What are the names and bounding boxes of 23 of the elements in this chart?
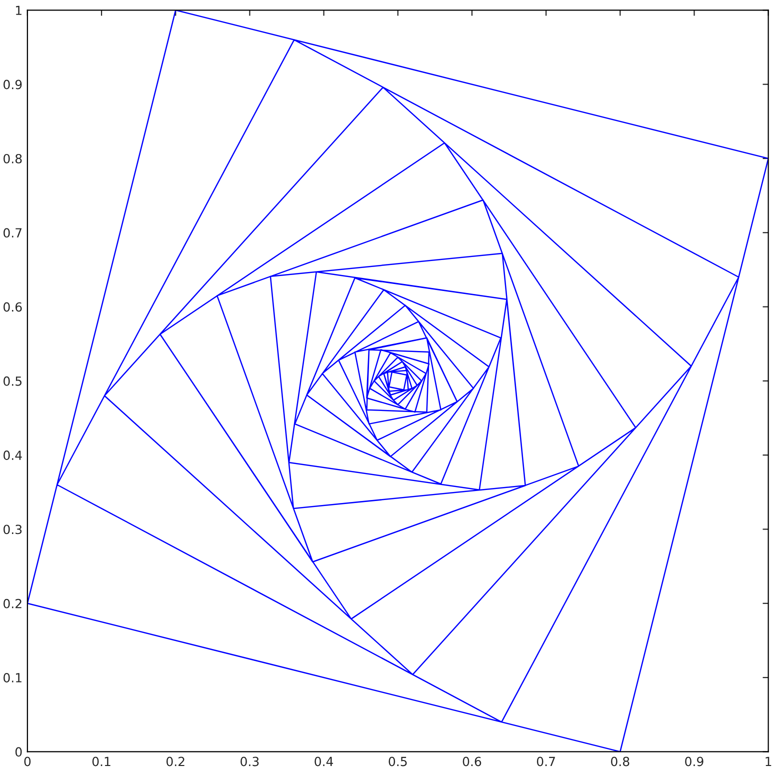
x-tick-label: 1 xyxy=(766,756,772,766)
y-tick-label: 0.6 xyxy=(4,302,22,312)
y-tick-label: 0 xyxy=(15,747,22,757)
x-tick-label: 0.2 xyxy=(166,756,184,766)
x-tick-label: 0.7 xyxy=(536,756,555,766)
x-tick-label: 0 xyxy=(24,756,31,766)
y-tick-label: 0.3 xyxy=(4,524,22,534)
y-tick-label: 0.7 xyxy=(4,228,22,238)
x-tick-label: 0.9 xyxy=(685,756,704,766)
x-tick-label: 0.1 xyxy=(92,756,110,766)
y-tick-label: 0.4 xyxy=(4,450,22,460)
x-tick-label: 0.6 xyxy=(462,756,482,766)
y-tick-label: 0.8 xyxy=(4,154,22,164)
x-tick-label: 0.3 xyxy=(240,756,259,766)
y-tick-label: 0.1 xyxy=(4,673,22,682)
x-tick-label: 0.4 xyxy=(314,756,334,766)
y-tick-label: 0.9 xyxy=(4,80,22,90)
y-tick-label: 1 xyxy=(16,6,22,15)
x-tick-label: 0.5 xyxy=(388,756,407,766)
x-tick-label: 0.8 xyxy=(611,756,630,766)
line-series xyxy=(27,10,768,752)
y-tick-label: 0.2 xyxy=(4,598,22,608)
y-tick-label: 0.5 xyxy=(4,376,22,386)
